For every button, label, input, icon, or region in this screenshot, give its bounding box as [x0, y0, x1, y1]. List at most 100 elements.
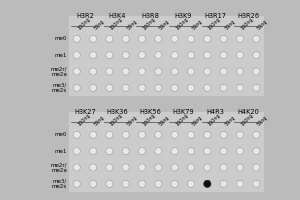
- Circle shape: [89, 35, 97, 42]
- Circle shape: [188, 35, 195, 42]
- Text: me1: me1: [55, 149, 67, 154]
- Circle shape: [188, 84, 195, 91]
- Text: 100ng: 100ng: [142, 16, 157, 31]
- Circle shape: [73, 131, 80, 138]
- Text: 100ng: 100ng: [175, 16, 189, 31]
- Circle shape: [155, 52, 162, 59]
- Text: 50ng: 50ng: [224, 114, 236, 127]
- Circle shape: [188, 68, 195, 75]
- Circle shape: [73, 180, 80, 187]
- Circle shape: [138, 52, 146, 59]
- Text: me3/
me2s: me3/ me2s: [52, 178, 67, 189]
- Circle shape: [220, 180, 227, 187]
- Circle shape: [155, 68, 162, 75]
- Text: 100ng: 100ng: [77, 112, 91, 127]
- Circle shape: [171, 148, 178, 155]
- Circle shape: [138, 68, 146, 75]
- Text: 100ng: 100ng: [77, 16, 91, 31]
- Circle shape: [171, 52, 178, 59]
- Circle shape: [89, 52, 97, 59]
- Circle shape: [106, 68, 113, 75]
- Circle shape: [253, 131, 260, 138]
- Text: 100ng: 100ng: [110, 16, 124, 31]
- Text: H3R26: H3R26: [237, 13, 259, 19]
- Circle shape: [204, 52, 211, 59]
- Circle shape: [73, 68, 80, 75]
- Text: me3/
me2s: me3/ me2s: [52, 82, 67, 93]
- Circle shape: [106, 131, 113, 138]
- Circle shape: [204, 131, 211, 138]
- Circle shape: [171, 84, 178, 91]
- Circle shape: [89, 180, 97, 187]
- Circle shape: [204, 35, 211, 42]
- Circle shape: [89, 148, 97, 155]
- Text: 50ng: 50ng: [191, 114, 203, 127]
- Circle shape: [253, 35, 260, 42]
- Text: me0: me0: [55, 132, 67, 137]
- Circle shape: [188, 148, 195, 155]
- Text: 50ng: 50ng: [93, 18, 105, 31]
- Circle shape: [122, 164, 129, 171]
- Circle shape: [220, 68, 227, 75]
- Text: me1: me1: [55, 53, 67, 58]
- Text: H3R17: H3R17: [205, 13, 226, 19]
- Circle shape: [122, 180, 129, 187]
- Circle shape: [122, 52, 129, 59]
- Circle shape: [122, 131, 129, 138]
- Text: H3R8: H3R8: [141, 13, 159, 19]
- Circle shape: [73, 164, 80, 171]
- Text: 100ng: 100ng: [110, 112, 124, 127]
- Text: 100ng: 100ng: [207, 16, 222, 31]
- Text: H3R2: H3R2: [76, 13, 94, 19]
- Circle shape: [106, 84, 113, 91]
- Circle shape: [155, 164, 162, 171]
- Text: 50ng: 50ng: [126, 114, 138, 127]
- Circle shape: [122, 68, 129, 75]
- Circle shape: [253, 164, 260, 171]
- Circle shape: [204, 68, 211, 75]
- Circle shape: [155, 180, 162, 187]
- Circle shape: [220, 84, 227, 91]
- Text: 50ng: 50ng: [224, 18, 236, 31]
- Text: 50ng: 50ng: [158, 18, 171, 31]
- Circle shape: [122, 84, 129, 91]
- Circle shape: [106, 148, 113, 155]
- Circle shape: [122, 148, 129, 155]
- Circle shape: [155, 84, 162, 91]
- Text: 50ng: 50ng: [93, 114, 105, 127]
- Text: 100ng: 100ng: [240, 16, 255, 31]
- Circle shape: [138, 35, 146, 42]
- Text: me2r/
me2a: me2r/ me2a: [50, 162, 67, 173]
- Circle shape: [220, 164, 227, 171]
- Circle shape: [204, 180, 211, 187]
- Circle shape: [73, 35, 80, 42]
- Circle shape: [155, 148, 162, 155]
- Circle shape: [188, 131, 195, 138]
- Circle shape: [236, 180, 244, 187]
- Circle shape: [236, 148, 244, 155]
- Circle shape: [253, 68, 260, 75]
- Circle shape: [106, 164, 113, 171]
- Circle shape: [220, 131, 227, 138]
- Circle shape: [220, 52, 227, 59]
- Text: H3K56: H3K56: [139, 109, 161, 115]
- Circle shape: [236, 164, 244, 171]
- Circle shape: [73, 84, 80, 91]
- Circle shape: [236, 35, 244, 42]
- Text: 50ng: 50ng: [126, 18, 138, 31]
- Circle shape: [253, 180, 260, 187]
- Circle shape: [73, 52, 80, 59]
- Text: 100ng: 100ng: [207, 112, 222, 127]
- Text: H4K20: H4K20: [237, 109, 259, 115]
- Circle shape: [122, 35, 129, 42]
- Text: me0: me0: [55, 36, 67, 41]
- Circle shape: [89, 84, 97, 91]
- Circle shape: [138, 84, 146, 91]
- Circle shape: [171, 131, 178, 138]
- Text: H3K79: H3K79: [172, 109, 194, 115]
- Circle shape: [236, 84, 244, 91]
- Circle shape: [220, 148, 227, 155]
- Circle shape: [171, 164, 178, 171]
- Circle shape: [138, 180, 146, 187]
- Circle shape: [236, 52, 244, 59]
